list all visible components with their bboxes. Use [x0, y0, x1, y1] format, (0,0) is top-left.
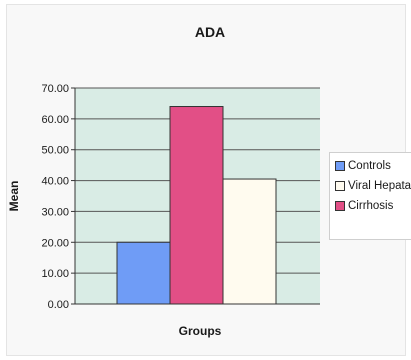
y-tick-label: 50.00 [41, 145, 69, 157]
legend-swatch-controls [335, 161, 345, 171]
bar-viral-hepatatis [169, 106, 224, 305]
legend-swatch-viral-hepatatis [335, 181, 345, 191]
legend-label-cirrhosis: Cirrhosis [348, 200, 394, 212]
y-tick-label: 60.00 [41, 114, 69, 126]
y-tick-label: 20.00 [41, 237, 69, 249]
legend-item-cirrhosis: Cirrhosis [335, 198, 411, 214]
chart-title: ADA [194, 24, 226, 40]
legend-swatch-cirrhosis [335, 201, 345, 211]
x-axis-label: Groups [178, 324, 222, 338]
y-tick-label: 10.00 [41, 268, 69, 280]
y-tick-label: 70.00 [41, 83, 69, 95]
y-axis-label: Mean [7, 180, 21, 212]
chart-legend: Controls Viral Hepatatis Cirrhosis [329, 152, 411, 240]
y-tick-label: 30.00 [41, 206, 69, 218]
y-tick-label: 40.00 [41, 176, 69, 188]
bar-controls [116, 241, 171, 305]
legend-item-viral-hepatatis: Viral Hepatatis [335, 178, 411, 194]
bar-cirrhosis [222, 178, 277, 305]
legend-label-viral-hepatatis: Viral Hepatatis [348, 180, 411, 192]
y-tick-label: 0.00 [48, 299, 69, 311]
legend-item-controls: Controls [335, 158, 411, 174]
legend-label-controls: Controls [348, 160, 391, 172]
